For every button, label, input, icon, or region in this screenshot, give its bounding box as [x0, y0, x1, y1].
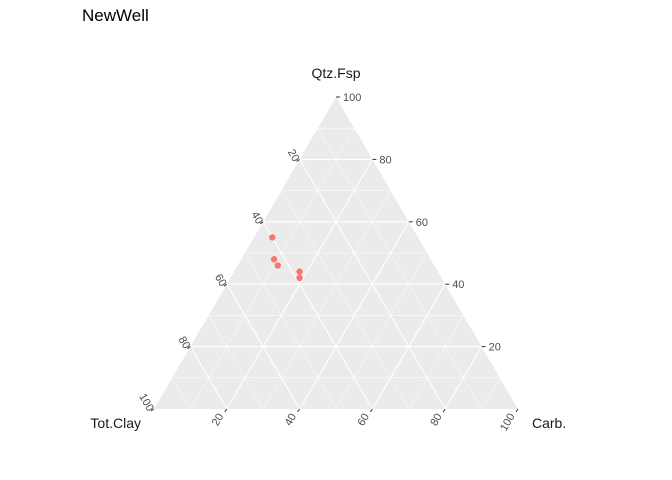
grid-line-left-90 — [171, 377, 191, 410]
grid-line-left-10 — [317, 128, 482, 410]
axis-label-qtz-fsp: Qtz.Fsp — [311, 65, 360, 81]
grid-line-left-60 — [226, 283, 301, 410]
data-point-3 — [274, 262, 281, 269]
tick-label-left-80: 80 — [176, 334, 193, 351]
tick-right-100 — [515, 408, 519, 413]
grid-line-left-50 — [244, 252, 337, 410]
axis-ticks — [150, 96, 519, 413]
tick-label-right-100: 100 — [498, 412, 518, 434]
grid-line-right-90 — [481, 377, 501, 410]
tick-label-right-20: 20 — [210, 412, 227, 429]
tick-left-60 — [223, 283, 228, 287]
grid-line-right-30 — [262, 190, 391, 410]
grid-line-right-70 — [408, 315, 464, 410]
major-grid — [171, 127, 501, 410]
tick-label-top-100: 100 — [343, 92, 361, 104]
grid-line-right-60 — [371, 283, 446, 410]
tick-label-left-40: 40 — [248, 210, 265, 227]
tick-label-left-20: 20 — [285, 147, 302, 164]
tick-left-20 — [296, 158, 300, 162]
axis-label-tot-clay: Tot.Clay — [90, 415, 141, 431]
tick-left-40 — [259, 221, 264, 225]
grid-line-left-80 — [189, 346, 228, 410]
tick-label-right-80: 80 — [428, 412, 445, 429]
tick-left-80 — [187, 346, 191, 350]
grid-line-right-50 — [335, 252, 428, 410]
data-points — [269, 234, 303, 282]
tick-right-40 — [297, 408, 301, 413]
tick-right-60 — [369, 408, 373, 413]
data-point-2 — [270, 256, 278, 263]
grid-line-left-70 — [208, 315, 264, 410]
data-point-5 — [296, 274, 303, 282]
grid-line-right-10 — [190, 128, 355, 410]
axis-label-carb: Carb. — [532, 415, 566, 431]
tick-left-100 — [150, 408, 155, 412]
data-point-4 — [296, 268, 303, 275]
tick-label-left-60: 60 — [212, 272, 229, 289]
tick-label-top-60: 60 — [416, 217, 428, 229]
tick-label-top-80: 80 — [379, 154, 391, 166]
data-point-1 — [269, 234, 276, 241]
tick-right-80 — [442, 408, 446, 413]
tick-label-right-40: 40 — [283, 412, 300, 429]
tick-right-20 — [224, 408, 228, 413]
chart-title: NewWell — [82, 6, 149, 25]
tick-label-right-60: 60 — [355, 412, 372, 429]
grid-line-right-80 — [444, 346, 483, 410]
grid-line-left-30 — [281, 190, 410, 410]
tick-label-top-40: 40 — [452, 279, 464, 291]
tick-label-top-20: 20 — [489, 342, 501, 354]
